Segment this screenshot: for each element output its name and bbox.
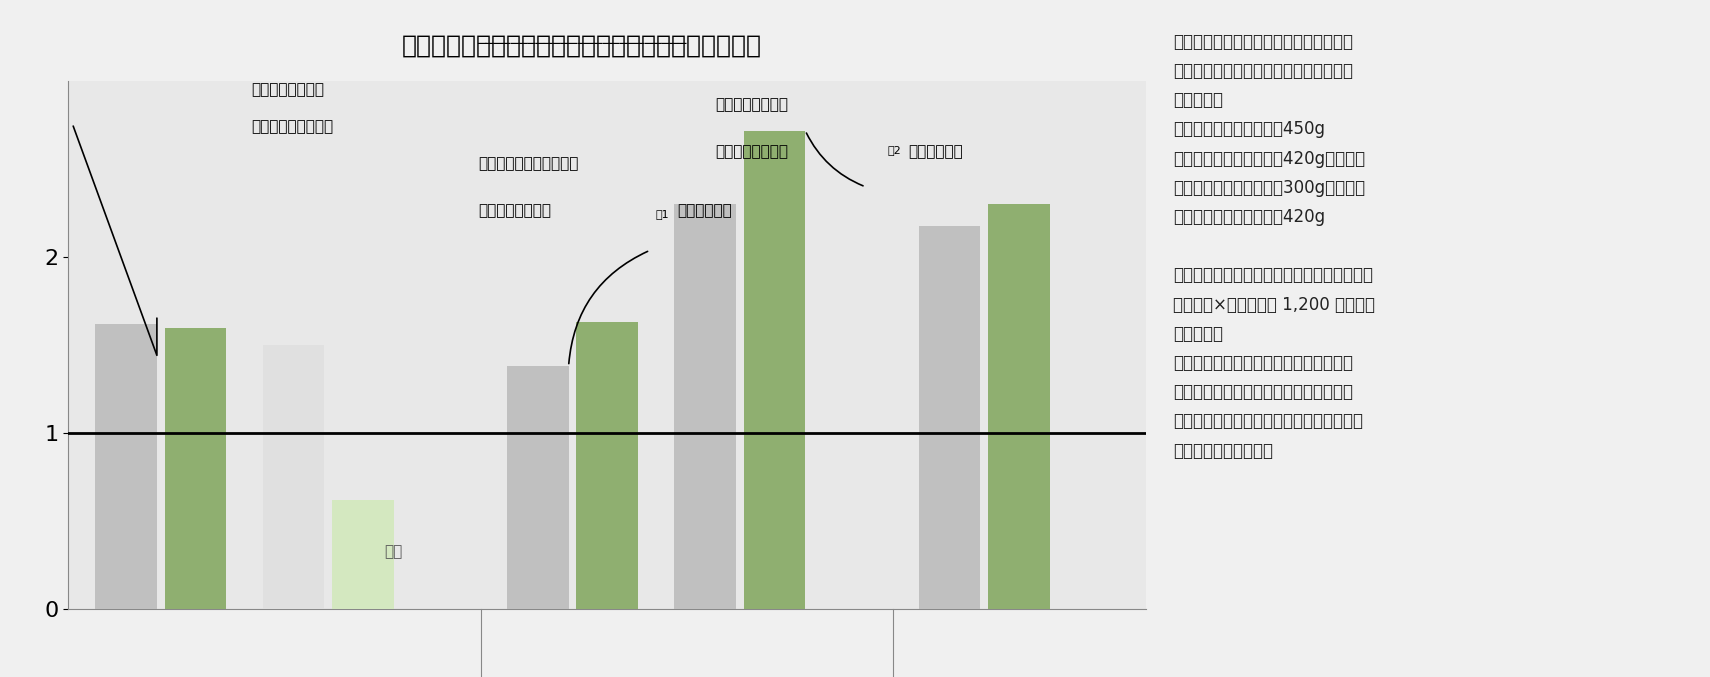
Bar [988, 204, 1050, 609]
Bar [674, 204, 735, 609]
Text: 注1: 注1 [655, 209, 669, 219]
Text: 図表２：喫煙と過度な飲酒による各種リスクへの影響: 図表２：喫煙と過度な飲酒による各種リスクへの影響 [402, 34, 761, 58]
Text: ─────────────────────────: ───────────────────────── [477, 37, 686, 51]
Text: の相対リスク: の相対リスク [908, 145, 963, 160]
Bar [164, 328, 226, 609]
Text: 非喫煙者に対する: 非喫煙者に対する [251, 82, 325, 97]
Bar [576, 322, 638, 609]
Bar [96, 324, 157, 609]
Text: 注2: 注2 [887, 145, 901, 154]
Text: 過度に飲酒する人: 過度に飲酒する人 [477, 204, 551, 219]
Text: の相対リスク: の相対リスク [677, 204, 732, 219]
Bar [332, 500, 393, 609]
Bar [744, 131, 805, 609]
Text: ヘビースモーカー: ヘビースモーカー [715, 145, 788, 160]
Text: 注１）「過度に飲酒する人」は、１週間
当たりエタノール摂取量が一定値以上の
人を指す。
がん全体の罹患リスク：450g
脳卒中の発症リスク：　420g（男性）
: 注１）「過度に飲酒する人」は、１週間 当たりエタノール摂取量が一定値以上の 人を… [1173, 32, 1375, 460]
Text: 時々飲酒する人に対する: 時々飲酒する人に対する [477, 156, 578, 171]
Text: 非喫煙者に対する: 非喫煙者に対する [715, 97, 788, 112]
Bar [263, 345, 325, 609]
Bar [508, 366, 568, 609]
Text: 喫煙者の相対リスク: 喫煙者の相対リスク [251, 119, 333, 134]
Text: 注３: 注３ [385, 544, 402, 559]
Bar [918, 225, 980, 609]
